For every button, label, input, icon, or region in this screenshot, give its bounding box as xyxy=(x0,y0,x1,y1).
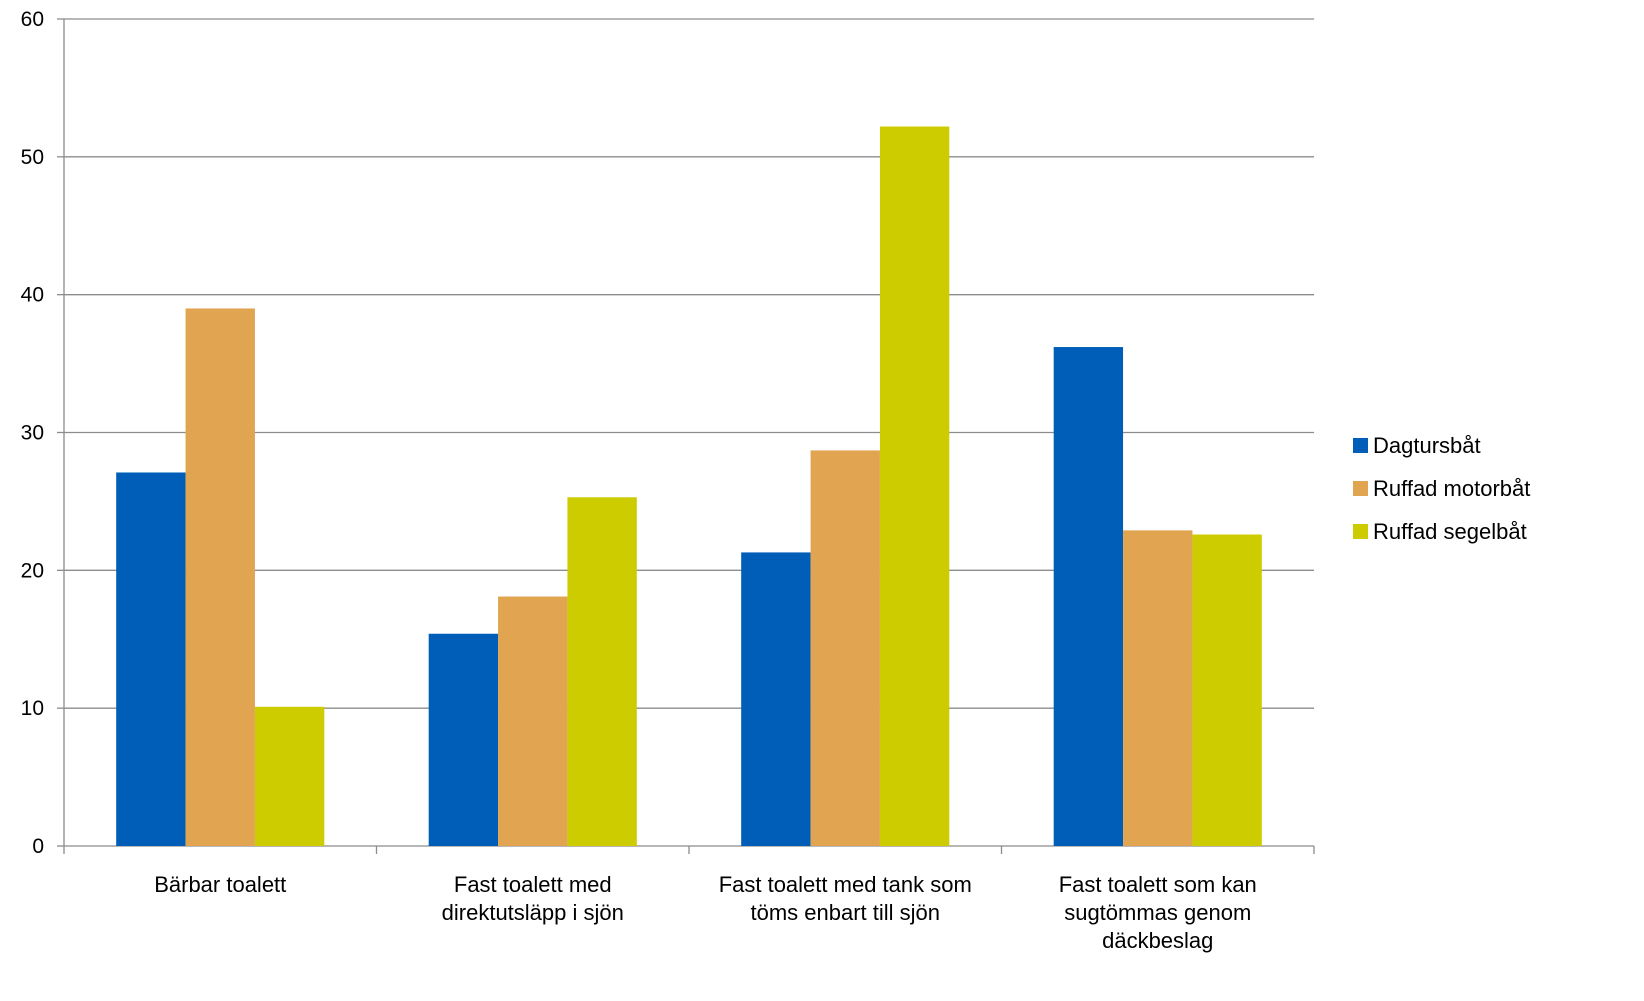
bar-ruffad-motorbåt xyxy=(498,596,568,846)
legend-label: Dagtursbåt xyxy=(1373,433,1481,458)
legend-swatch xyxy=(1353,481,1368,496)
category-labels: Bärbar toalett Fast toalett med direktutsl… xyxy=(154,872,1257,953)
category-label: töms enbart till sjön xyxy=(750,900,940,925)
y-tick-label: 0 xyxy=(32,835,44,858)
y-tick-label: 30 xyxy=(21,422,44,445)
y-tick-label: 60 xyxy=(21,8,44,31)
bar-ruffad-motorbåt xyxy=(1123,530,1193,846)
bar-dagtursbåt xyxy=(1053,347,1124,846)
bars xyxy=(116,126,1262,846)
category-label: direktutsläpp i sjön xyxy=(442,900,624,925)
legend: Dagtursbåt Ruffad motorbåt Ruffad segelbåt xyxy=(1353,433,1530,544)
category-label: Bärbar toalett xyxy=(154,872,286,897)
bar-ruffad-segelbåt xyxy=(1192,534,1262,846)
bar-dagtursbåt xyxy=(428,633,499,846)
bar-ruffad-segelbåt xyxy=(567,497,637,846)
category-label: Fast toalett som kan xyxy=(1059,872,1257,897)
y-tick-label: 10 xyxy=(21,697,44,720)
bar-dagtursbåt xyxy=(741,552,811,846)
bar-ruffad-segelbåt xyxy=(254,706,325,846)
legend-label: Ruffad segelbåt xyxy=(1373,519,1527,544)
category-label: Fast toalett med tank som xyxy=(719,872,972,897)
y-tick-label: 20 xyxy=(21,559,44,582)
bar-ruffad-motorbåt xyxy=(185,308,255,846)
y-tick-labels: 0 10 20 30 40 50 60 xyxy=(21,8,44,858)
bar-ruffad-motorbåt xyxy=(810,450,880,846)
legend-swatch xyxy=(1353,438,1368,453)
y-tick-label: 40 xyxy=(21,284,44,307)
y-tick-label: 50 xyxy=(21,146,44,169)
category-label: Fast toalett med xyxy=(454,872,612,897)
category-label: däckbeslag xyxy=(1102,928,1213,953)
legend-label: Ruffad motorbåt xyxy=(1373,476,1530,501)
bar-dagtursbåt xyxy=(116,472,186,846)
bar-ruffad-segelbåt xyxy=(879,126,950,846)
legend-swatch xyxy=(1353,524,1368,539)
category-label: sugtömmas genom xyxy=(1064,900,1251,925)
